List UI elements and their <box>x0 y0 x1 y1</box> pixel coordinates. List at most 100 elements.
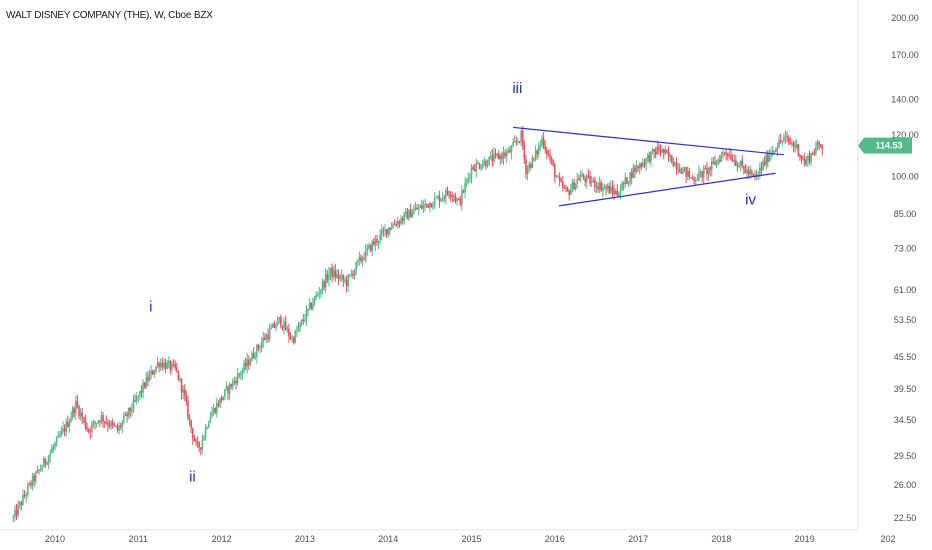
candle-body <box>669 155 671 157</box>
candle-body <box>457 198 460 200</box>
candle-body <box>547 153 550 155</box>
candle-body <box>126 413 128 417</box>
candle-body <box>177 370 180 381</box>
candle-body <box>496 153 498 155</box>
candle-body <box>499 155 502 159</box>
candle-body <box>243 363 245 371</box>
candle-body <box>704 168 707 170</box>
candle-body <box>75 400 77 414</box>
candle-body <box>244 363 247 367</box>
candle-body <box>113 424 116 426</box>
candle-body <box>757 173 760 175</box>
candle-body <box>103 421 106 423</box>
candle-body <box>616 190 619 196</box>
candle-body <box>63 428 66 432</box>
candle-body <box>292 338 295 343</box>
candle-body <box>720 154 723 162</box>
candle-body <box>392 224 394 228</box>
candle-body <box>456 198 458 202</box>
candle-body <box>680 171 683 174</box>
candle-body <box>86 427 88 430</box>
candle-body <box>568 191 571 195</box>
candle-body <box>555 176 558 178</box>
candle-body <box>478 163 481 169</box>
candle-body <box>26 485 29 495</box>
candle-body <box>504 152 506 157</box>
candle-body <box>473 169 476 172</box>
triangle-trendline[interactable] <box>513 126 784 156</box>
candle-body <box>89 431 92 433</box>
time-tick-label: 2014 <box>378 534 398 544</box>
candle-body <box>385 229 388 235</box>
candle-body <box>449 195 452 197</box>
candle-body <box>389 227 391 230</box>
candle-body <box>135 396 138 401</box>
candle-body <box>142 382 144 393</box>
candle-body <box>267 334 269 339</box>
candle-body <box>124 413 127 416</box>
candle-body <box>539 144 542 146</box>
triangle-trendline[interactable] <box>558 172 776 207</box>
candle-body <box>153 371 156 375</box>
candle-body <box>791 143 793 145</box>
candle-body <box>513 141 516 143</box>
candle-body <box>686 170 689 177</box>
candle-body <box>727 153 729 157</box>
candle-body <box>586 175 588 182</box>
candle-body <box>92 421 95 425</box>
candle-body <box>494 153 497 155</box>
candle-body <box>62 428 64 431</box>
candle-body <box>794 145 796 148</box>
candle-body <box>735 160 737 166</box>
candle-body <box>739 160 742 166</box>
candle-body <box>520 130 522 142</box>
chart-title: WALT DISNEY COMPANY (THE), W, Cboe BZX <box>6 10 213 21</box>
candle-body <box>191 428 194 438</box>
candle-body <box>145 377 148 388</box>
candle-body <box>629 172 631 182</box>
candle-body <box>600 182 603 191</box>
candle-body <box>107 422 109 426</box>
candle-body <box>348 274 351 276</box>
candle-body <box>260 342 263 348</box>
candle-body <box>529 163 532 168</box>
candle-body <box>550 159 553 161</box>
candle-body <box>406 211 409 220</box>
candle-body <box>709 167 711 170</box>
candle-body <box>773 150 776 152</box>
candle-body <box>462 190 465 193</box>
candle-body <box>594 179 596 188</box>
candle-body <box>694 180 697 182</box>
candle-body <box>42 458 45 467</box>
candle-body <box>81 412 84 418</box>
candle-body <box>201 440 204 450</box>
candle-body <box>557 176 559 178</box>
candle-body <box>246 359 249 367</box>
candle-body <box>159 362 162 367</box>
candle-body <box>299 322 301 328</box>
candle-body <box>413 209 415 214</box>
candle-body <box>217 403 220 407</box>
time-tick-label: 2017 <box>628 534 648 544</box>
candle-body <box>284 321 287 330</box>
candle-body <box>576 179 579 184</box>
candle-body <box>302 319 305 321</box>
candle-body <box>158 363 160 367</box>
candle-body <box>116 426 119 431</box>
candle-body <box>430 203 433 208</box>
candle-body <box>581 174 583 177</box>
candle-body <box>262 337 265 343</box>
candle-body <box>598 182 601 190</box>
candle-body <box>440 198 442 202</box>
candle-body <box>635 165 638 172</box>
candle-body <box>416 208 418 210</box>
candle-body <box>800 155 803 159</box>
candle-body <box>454 196 457 202</box>
candle-body <box>355 262 357 271</box>
price-tick-label: 45.50 <box>894 352 917 362</box>
candle-body <box>760 167 763 170</box>
candle-body <box>203 436 205 441</box>
candle-body <box>187 401 189 418</box>
candle-body <box>448 193 450 196</box>
